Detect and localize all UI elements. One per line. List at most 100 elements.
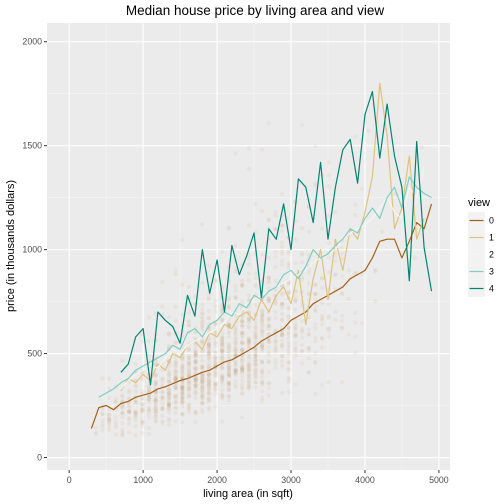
scatter-point (313, 360, 318, 366)
scatter-point (253, 362, 258, 367)
scatter-point (260, 252, 265, 257)
scatter-point (333, 253, 338, 258)
scatter-point (246, 311, 251, 316)
scatter-point (206, 350, 211, 355)
y-axis-ticks: 0 500 1000 1500 2000 (22, 37, 47, 463)
scatter-point (260, 317, 265, 322)
scatter-point (240, 367, 245, 373)
scatter-point (240, 323, 245, 328)
scatter-point (173, 340, 178, 345)
scatter-point (233, 340, 238, 345)
scatter-point (213, 341, 218, 346)
scatter-point (266, 299, 271, 304)
scatter-point (140, 419, 145, 424)
scatter-point (280, 301, 285, 306)
scatter-point (200, 311, 205, 316)
scatter-point (173, 393, 178, 398)
scatter-point (193, 344, 198, 349)
scatter-point (153, 409, 158, 414)
scatter-point (166, 390, 172, 395)
scatter-point (200, 324, 205, 329)
scatter-point (246, 278, 251, 283)
scatter-point (173, 360, 178, 365)
scatter-point (180, 394, 185, 399)
scatter-point (220, 339, 225, 344)
scatter-point (206, 316, 211, 321)
scatter-point (193, 366, 198, 371)
scatter-point (313, 350, 318, 355)
scatter-point (140, 418, 145, 424)
scatter-point (253, 321, 258, 326)
scatter-point (226, 343, 231, 348)
scatter-point (286, 314, 291, 319)
scatter-point (186, 353, 192, 358)
scatter-point (240, 348, 245, 354)
scatter-point (253, 362, 258, 368)
scatter-point (200, 367, 205, 372)
scatter-point (206, 387, 211, 392)
scatter-point (293, 294, 298, 299)
scatter-point (200, 395, 205, 400)
scatter-point (186, 323, 192, 328)
scatter-point (220, 349, 225, 354)
scatter-point (200, 314, 205, 319)
scatter-point (286, 305, 291, 310)
scatter-point (260, 359, 265, 365)
scatter-point (260, 369, 265, 375)
legend-label: 2 (489, 250, 494, 260)
scatter-point (133, 389, 138, 394)
scatter-point (246, 146, 251, 151)
scatter-point (193, 365, 198, 370)
scatter-point (193, 367, 198, 372)
scatter-point (253, 271, 258, 276)
scatter-point (273, 301, 278, 306)
scatter-point (206, 372, 211, 377)
scatter-point (107, 427, 112, 433)
scatter-point (153, 414, 158, 420)
scatter-point (186, 373, 192, 378)
scatter-point (186, 347, 192, 352)
scatter-point (186, 392, 192, 397)
scatter-point (226, 226, 231, 232)
scatter-point (373, 269, 378, 274)
scatter-point (180, 395, 185, 400)
scatter-point (220, 419, 225, 424)
scatter-point (253, 334, 258, 339)
scatter-point (206, 344, 211, 349)
scatter-point (280, 258, 285, 263)
scatter-point (240, 333, 245, 338)
scatter-point (120, 433, 125, 438)
scatter-point (206, 383, 211, 388)
scatter-point (226, 297, 231, 303)
scatter-point (206, 342, 211, 347)
scatter-point (186, 361, 192, 367)
scatter-point (226, 380, 231, 385)
x-tick-label: 5000 (429, 475, 449, 485)
scatter-point (280, 342, 285, 347)
scatter-point (220, 309, 225, 314)
scatter-point (286, 314, 291, 319)
scatter-point (246, 367, 251, 372)
scatter-point (246, 373, 251, 378)
scatter-point (213, 391, 218, 396)
scatter-point (107, 412, 112, 417)
scatter-point (200, 348, 205, 354)
scatter-point (253, 284, 258, 289)
scatter-point (153, 384, 158, 389)
scatter-point (213, 330, 218, 335)
scatter-point (233, 341, 238, 346)
scatter-point (206, 383, 211, 388)
scatter-point (286, 351, 291, 356)
scatter-point (353, 134, 358, 139)
scatter-point (133, 418, 138, 423)
scatter-point (266, 339, 271, 344)
scatter-point (240, 331, 245, 336)
scatter-point (240, 391, 245, 396)
scatter-point (260, 329, 265, 334)
scatter-point (313, 335, 318, 340)
scatter-point (200, 366, 205, 371)
scatter-point (240, 340, 245, 345)
scatter-point (246, 256, 251, 261)
scatter-point (206, 385, 211, 390)
scatter-point (260, 328, 265, 334)
